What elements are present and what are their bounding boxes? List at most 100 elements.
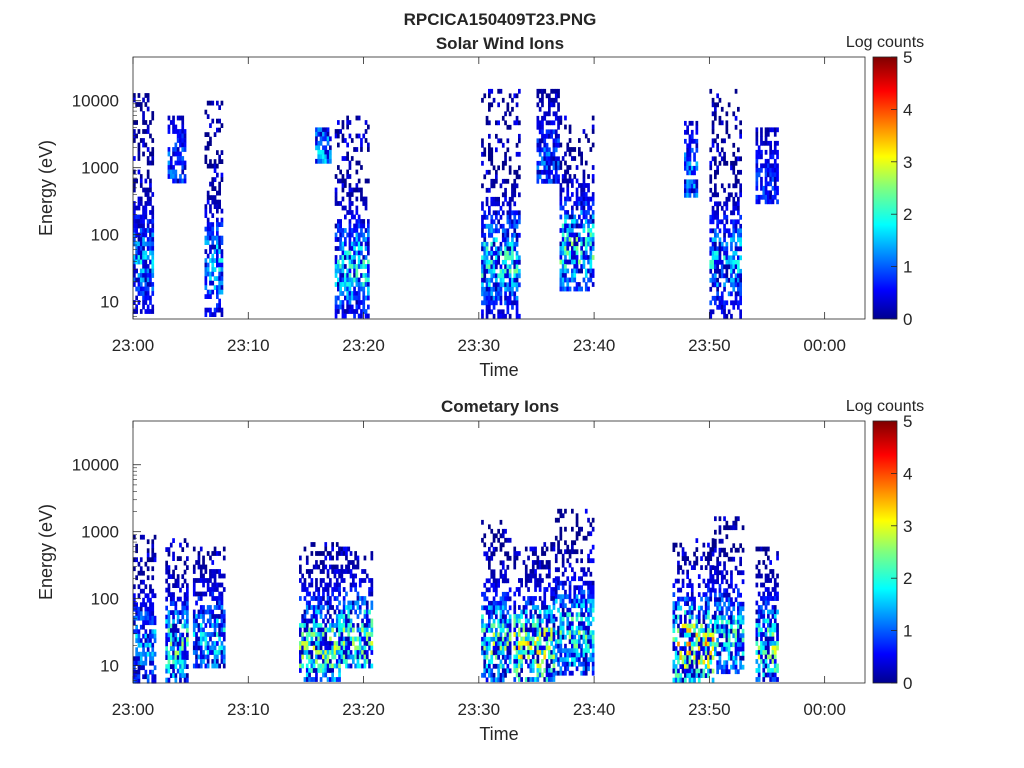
spectrogram-cell [536,124,540,130]
spectrogram-cell [501,654,505,660]
spectrogram-cell [488,600,491,606]
spectrogram-cell [730,192,733,198]
spectrogram-cell [688,641,692,647]
spectrogram-cell [571,508,574,514]
spectrogram-cell [151,286,155,292]
spectrogram-cell [571,549,574,555]
spectrogram-cell [508,668,512,674]
spectrogram-cell [508,654,512,660]
spectrogram-cell [709,228,713,234]
spectrogram-cell [202,564,205,570]
spectrogram-cell [488,636,491,642]
spectrogram-cell [737,259,740,265]
spectrogram-cell [513,654,517,660]
spectrogram-cell [204,204,208,209]
spectrogram-cell [338,614,341,619]
spectrogram-cell [202,618,205,624]
spectrogram-cell [707,637,710,642]
spectrogram-cell [176,619,180,624]
spectrogram-cell [195,645,198,651]
spectrogram-cell [709,147,713,153]
spectrogram-cell [213,258,217,263]
spectrogram-cell [584,201,588,206]
spectrogram-cell [718,97,722,103]
spectrogram-cell [760,131,763,137]
spectrogram-cell [711,246,715,252]
spectrogram-cell [308,668,311,673]
spectrogram-cell [202,560,205,565]
spectrogram-cell [144,291,148,296]
spectrogram-cell [513,591,517,597]
spectrogram-cell [552,151,556,157]
spectrogram-cell [497,295,500,301]
spectrogram-cell [714,588,717,594]
spectrogram-cell [133,237,136,242]
spectrogram-cell [216,226,219,232]
spectrogram-cell [338,659,341,664]
spectrogram-cell [137,584,141,590]
spectrogram-cell [513,641,517,646]
spectrogram-cell [709,551,713,557]
spectrogram-cell [199,546,203,552]
spectrogram-cell [564,273,567,278]
spectrogram-cell [732,151,736,157]
spectrogram-cell [151,156,155,161]
spectrogram-cell [167,632,171,638]
spectrogram-cell [515,641,519,646]
spectrogram-cell [504,672,507,678]
spectrogram-cell [341,277,345,283]
spectrogram-cell [559,268,563,274]
spectrogram-cell [220,618,224,624]
spectrogram-cell [135,678,138,684]
spectrogram-cell [571,232,574,238]
spectrogram-cell [545,645,549,651]
spectrogram-cell [142,647,145,653]
spectrogram-cell [714,277,717,283]
spectrogram-cell [737,304,740,310]
spectrogram-cell [677,668,680,674]
spectrogram-cell [720,574,724,580]
spectrogram-cell [589,228,593,233]
spectrogram-cell [684,677,687,683]
spectrogram-cell [504,654,507,660]
spectrogram-cell [344,250,347,256]
spectrogram-cell [690,592,694,597]
spectrogram-cell [755,632,759,637]
spectrogram-cell [561,223,565,229]
spectrogram-cell [137,129,141,134]
spectrogram-cell [716,624,719,630]
spectrogram-cell [690,587,694,593]
spectrogram-cell [513,659,517,664]
spectrogram-cell [488,268,491,274]
spectrogram-cell [584,250,588,256]
spectrogram-cell [557,639,560,645]
spectrogram-cell [716,93,719,99]
spectrogram-cell [575,192,579,197]
spectrogram-cell [716,201,719,207]
spectrogram-cell [137,611,141,617]
spectrogram-cell [483,668,487,674]
spectrogram-cell [504,614,507,620]
spectrogram-cell [146,196,150,202]
spectrogram-cell [714,214,717,220]
spectrogram-cell [492,609,496,615]
spectrogram-cell [552,542,556,547]
spectrogram-cell [308,618,311,624]
spectrogram-cell [690,138,694,144]
spectrogram-cell [504,632,507,638]
spectrogram-cell [720,597,724,603]
spectrogram-cell [144,228,148,233]
spectrogram-cell [587,517,590,523]
spectrogram-cell [695,623,699,629]
spectrogram-cell [195,578,198,583]
spectrogram-cell [693,170,696,176]
spectrogram-cell [349,569,353,574]
spectrogram-cell [186,565,189,570]
spectrogram-cell [707,664,710,669]
spectrogram-cell [213,654,217,660]
spectrogram-cell [677,569,680,575]
spectrogram-cell [554,535,558,541]
spectrogram-cell [338,587,341,592]
spectrogram-cell [504,528,507,534]
spectrogram-cell [709,237,713,243]
